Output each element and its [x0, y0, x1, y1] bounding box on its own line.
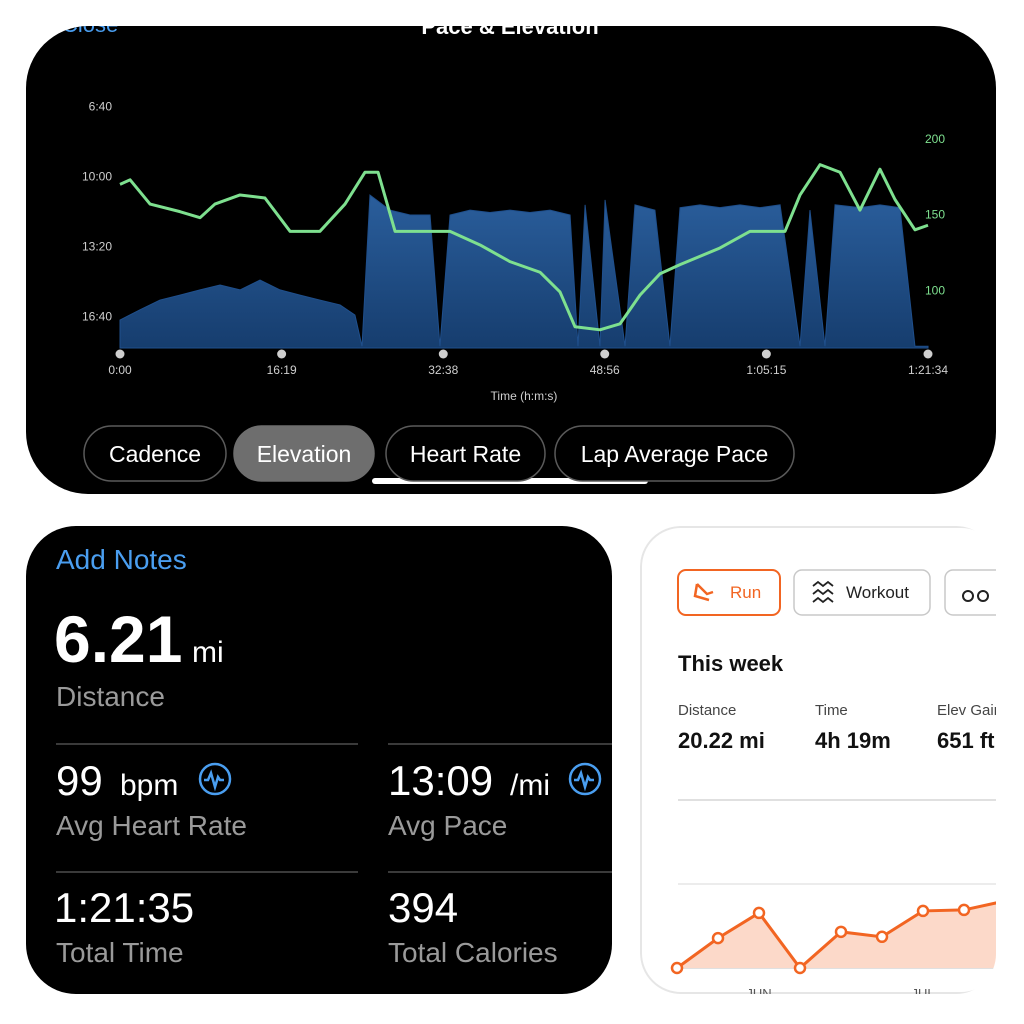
metric-label: Distance [678, 702, 736, 719]
close-button[interactable]: Close [62, 12, 118, 37]
stat-label: Total Time [56, 937, 184, 968]
tab-label: Cadence [109, 441, 201, 467]
x-tick-dot [438, 349, 448, 359]
weekly-point [834, 925, 848, 939]
tab-button[interactable]: Heart Rate [385, 425, 546, 482]
stat-label: Distance [56, 681, 165, 712]
stat-label: Avg Pace [388, 810, 507, 841]
weekly-point [957, 903, 971, 917]
pace-elevation-panel: Close Pace & Elevation Time (h:m:s) 6:40… [26, 12, 996, 494]
x-tick-label: 0:00 [108, 363, 132, 377]
icon-wave [204, 769, 224, 792]
stats-panel: Add Notes 6.21 mi Distance 99 bpm Avg He… [26, 526, 612, 994]
stat-value: 99 [56, 757, 103, 804]
stat-unit: /mi [510, 769, 550, 802]
stat-value: 394 [388, 884, 458, 931]
metric-label: Time [815, 702, 848, 719]
y2-tick-label: 200 [925, 132, 945, 146]
icon-ring [568, 762, 602, 796]
icon-wave [574, 769, 594, 792]
panel-bg [26, 526, 612, 994]
tab-bg [385, 425, 546, 482]
x-tick-label: 16:19 [267, 363, 297, 377]
y-tick-label: 10:00 [82, 170, 112, 184]
x-tick-dot [115, 349, 125, 359]
weekly-panel: Run Workout This week Distance 20.22 mi … [640, 526, 1015, 1001]
x-tick-dot [761, 349, 771, 359]
bike-icon [962, 590, 974, 602]
chart-title: Pace & Elevation [421, 14, 598, 39]
stat-value: 13:09 [388, 757, 493, 804]
tab-button[interactable]: Cadence [83, 425, 227, 482]
stat-label: Total Calories [388, 937, 558, 968]
bike-icon [977, 590, 989, 602]
tab-label: Elevation [257, 441, 352, 467]
tab-bg [554, 425, 795, 482]
tab-bg [233, 425, 375, 482]
weekly-point [1000, 896, 1010, 906]
tab-button[interactable]: Lap Average Pace [554, 425, 795, 482]
x-tick-label: JUN [746, 986, 771, 1001]
weekly-point [875, 930, 889, 944]
weekly-point [670, 961, 684, 975]
ride-tab[interactable] [944, 569, 1015, 616]
y-tick-label: 6:40 [89, 100, 113, 114]
elevation-line [119, 163, 929, 332]
tab-label: Workout [846, 583, 909, 602]
workout-tab[interactable]: Workout [793, 569, 931, 616]
stat-value: 6.21 [54, 602, 182, 676]
weekly-point [752, 906, 766, 920]
x-tick-dot [277, 349, 287, 359]
stat-unit: bpm [120, 769, 178, 802]
y2-tick-label: 100 [925, 283, 945, 297]
metric-label: Elev Gain [937, 702, 1002, 719]
add-notes[interactable]: Add Notes [56, 544, 187, 575]
stat-unit: mi [192, 636, 224, 669]
tab-label: Heart Rate [410, 441, 521, 467]
info-icon[interactable] [198, 762, 232, 796]
section-heading: This week [678, 651, 784, 676]
y-tick-label: 16:40 [82, 310, 112, 324]
x-tick-label: 48:56 [590, 363, 620, 377]
x-tick-dot [923, 349, 933, 359]
icon-ring [198, 762, 232, 796]
y-tick-label: 13:20 [82, 240, 112, 254]
stat-value: 1:21:35 [54, 884, 194, 931]
weekly-point [793, 961, 807, 975]
pace-area [119, 194, 929, 349]
shoe-icon [693, 583, 714, 602]
metric-value: 651 ft [937, 728, 995, 753]
tab-bg [83, 425, 227, 482]
tab-bg [677, 569, 781, 616]
x-tick-label: JUL [911, 986, 934, 1001]
info-icon[interactable] [568, 762, 602, 796]
run-tab[interactable]: Run [677, 569, 781, 616]
y2-tick-label: 150 [925, 208, 945, 222]
tab-button[interactable]: Elevation [233, 425, 375, 482]
tab-label: Run [730, 583, 761, 602]
metric-value: 20.22 mi [678, 728, 765, 753]
weekly-point [711, 931, 725, 945]
metric-value: 4h 19m [815, 728, 891, 753]
x-axis-label: Time (h:m:s) [491, 389, 558, 403]
stat-label: Avg Heart Rate [56, 810, 247, 841]
x-tick-dot [600, 349, 610, 359]
workout-icon [812, 580, 834, 604]
weekly-point [916, 904, 930, 918]
tab-label: Lap Average Pace [581, 441, 769, 467]
panel-border [640, 526, 996, 994]
x-tick-label: 1:05:15 [746, 363, 786, 377]
x-tick-label: 1:21:34 [908, 363, 948, 377]
x-tick-label: 32:38 [428, 363, 458, 377]
